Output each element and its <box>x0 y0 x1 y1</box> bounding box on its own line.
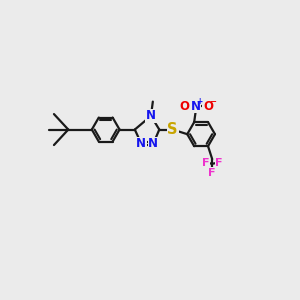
Text: N: N <box>190 100 201 112</box>
Text: N: N <box>136 137 146 150</box>
Text: F: F <box>208 167 216 178</box>
Text: N: N <box>146 110 156 122</box>
Text: S: S <box>167 122 178 137</box>
Text: +: + <box>196 97 202 106</box>
Text: F: F <box>215 158 223 168</box>
Text: −: − <box>210 97 217 106</box>
Text: N: N <box>148 137 158 150</box>
Text: F: F <box>202 158 209 168</box>
Text: O: O <box>179 100 189 112</box>
Text: O: O <box>203 100 213 112</box>
